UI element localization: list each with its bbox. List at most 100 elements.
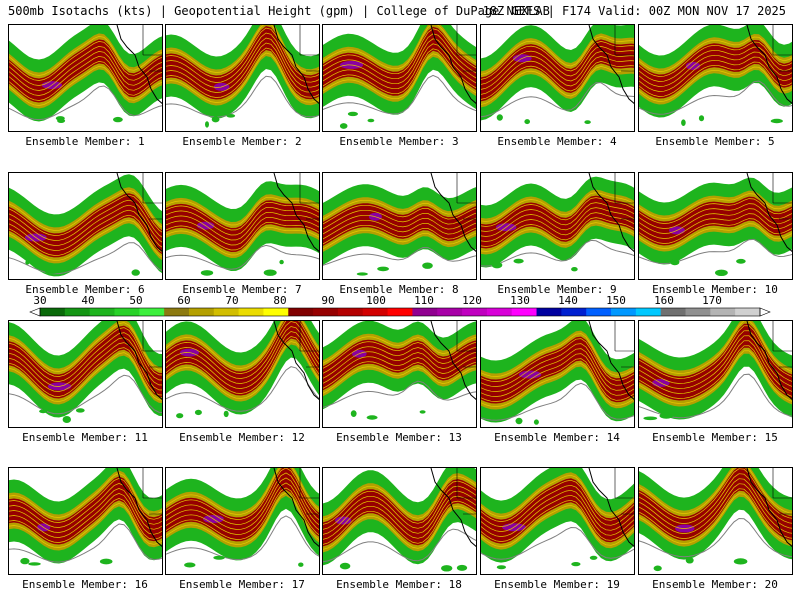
height-contour [166,468,319,515]
ensemble-member-map [638,467,793,575]
height-contour [9,352,162,402]
height-contour [166,211,319,241]
height-contour [639,493,792,544]
height-contour [9,61,162,101]
height-contour [639,335,792,389]
height-contour [639,218,792,244]
height-contour [639,66,792,102]
height-contour-south [639,517,792,558]
isotach-map [166,173,319,276]
isotach-patch [226,114,236,118]
colorbar-swatch [412,308,438,316]
colorbar-tick-label: 140 [558,294,578,307]
height-contour [9,347,162,397]
political-border [142,173,162,220]
ensemble-member-map [480,172,635,280]
height-contour-south [323,380,476,408]
isotach-patch [223,410,229,418]
isotach-map [9,25,162,124]
isotach-patch [659,408,673,413]
height-contour [9,199,162,241]
member-caption: Ensemble Member: 20 [652,578,778,591]
height-contour [9,322,162,372]
height-contour [323,356,476,384]
height-contour [481,192,634,222]
ensemble-member-map [165,172,320,280]
isotach-patch [456,564,468,571]
colorbar-tick-label: 50 [129,294,143,307]
height-contour [323,480,476,525]
height-contour [639,340,792,394]
height-contour [481,51,634,90]
isotach-patch [507,412,513,417]
height-contour [9,214,162,256]
height-contour [323,500,476,545]
isotach-band [323,26,476,96]
height-contour [481,499,634,542]
height-contour [9,332,162,382]
isotach-map [166,468,319,568]
isotach-band [639,40,792,99]
height-contour [323,33,476,80]
isotach-patch [356,272,368,276]
colorbar-swatch [511,308,538,316]
isotach-patch [20,557,30,565]
colorbar-swatch [660,308,687,316]
colorbar-swatch [387,308,413,316]
height-contour [9,337,162,387]
isotach-patch [194,409,202,416]
height-contour [323,28,476,75]
height-contour [639,468,792,514]
isotach-map [639,321,792,421]
isotach-patch [571,562,581,567]
political-border [299,173,319,220]
member-caption: Ensemble Member: 4 [497,135,617,148]
member-caption: Ensemble Member: 12 [179,431,305,444]
isotach-patch [524,119,530,125]
colorbar-swatch [263,308,289,316]
height-contour [323,490,476,535]
isotach-patch [533,419,539,425]
colorbar-tick-label: 60 [177,294,191,307]
height-contour [323,495,476,540]
isotach-map [481,25,634,125]
colorbar-swatch [635,308,662,316]
colorbar-swatch [313,308,339,316]
height-contour [9,478,162,523]
height-contour [323,346,476,374]
colorbar-swatch [586,308,612,316]
height-contour [639,51,792,87]
isotach-patch [589,555,598,560]
isotach-patch [366,415,378,420]
ensemble-member-map [8,320,163,428]
height-contour-south [481,526,634,560]
height-contour-south [166,75,319,118]
isotach-patch [211,116,220,123]
member-caption: Ensemble Member: 6 [25,283,145,296]
colorbar-swatch [238,308,264,316]
colorbar: 30 40 50 60 70 80 90 100 110 120 130 140 150 160 170 [0,295,800,320]
colorbar-arrow [759,307,771,317]
height-contour [481,197,634,227]
height-contour [481,46,634,85]
height-contour [323,475,476,520]
height-contour [639,483,792,534]
colorbar-swatch [362,308,389,316]
member-caption: Ensemble Member: 9 [497,283,617,296]
coastline [746,173,792,252]
height-contour [166,216,319,246]
isotach-patch [263,269,277,276]
isotach-band [481,195,634,249]
height-contour [639,61,792,97]
height-contour [323,48,476,95]
member-caption: Ensemble Member: 7 [182,283,302,296]
height-contour [166,221,319,251]
height-contour-south [323,246,476,266]
height-contour [481,61,634,100]
colorbar-tick-label: 100 [366,294,386,307]
height-contour [639,46,792,82]
height-contour [481,358,634,402]
isotach-patch [698,115,705,122]
height-contour [166,487,319,540]
height-contour [481,41,634,80]
